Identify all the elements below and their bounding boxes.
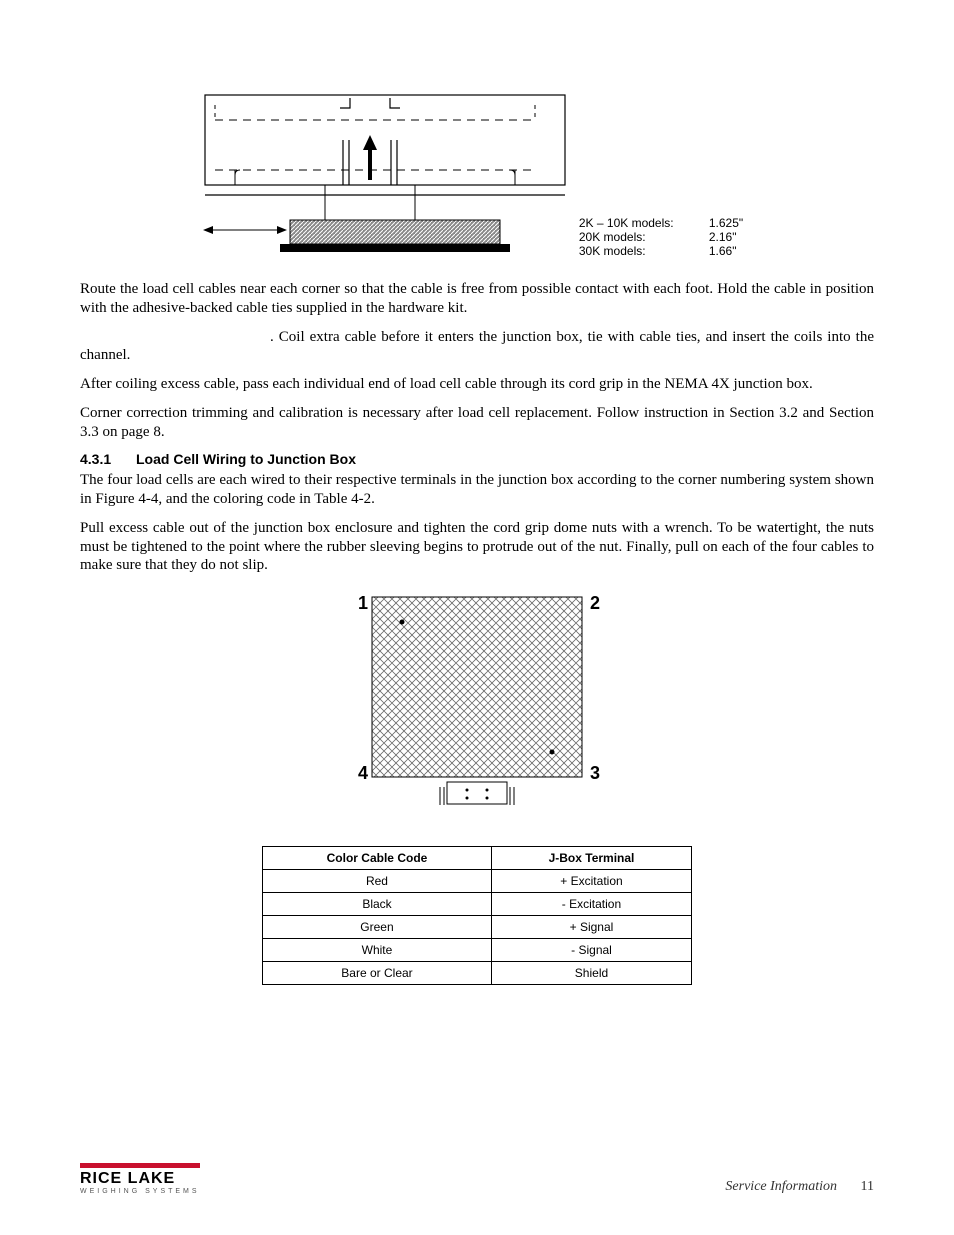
corner-4-label: 4: [358, 763, 368, 783]
corner-3-label: 3: [590, 763, 600, 783]
paragraph-coil-cable-text: . Coil extra cable before it enters the …: [80, 329, 874, 364]
paragraph-pull-excess: Pull excess cable out of the junction bo…: [80, 519, 874, 575]
paragraph-corner-correction: Corner correction trimming and calibrati…: [80, 404, 874, 442]
wiring-color-code-table: Color Cable Code J-Box Terminal Red+ Exc…: [262, 846, 692, 985]
section-name: Service Information: [725, 1179, 837, 1194]
table-row: White- Signal: [263, 939, 692, 962]
table-row: Green+ Signal: [263, 916, 692, 939]
heading-title: Load Cell Wiring to Junction Box: [136, 451, 356, 467]
model-label: 20K models:: [579, 230, 709, 244]
corner-2-label: 2: [590, 593, 600, 613]
paragraph-route-cables: Route the load cell cables near each cor…: [80, 280, 874, 318]
table-row: Black- Excitation: [263, 893, 692, 916]
model-label: 2K – 10K models:: [579, 216, 709, 230]
page-footer: RICE LAKE WEIGHING SYSTEMS Service Infor…: [80, 1163, 874, 1195]
table-header-color: Color Cable Code: [263, 847, 492, 870]
model-label: 30K models:: [579, 244, 709, 258]
model-value: 1.625": [709, 216, 759, 230]
corner-figure-svg: 1 2 3 4: [332, 587, 622, 817]
logo-sub-text: WEIGHING SYSTEMS: [80, 1188, 200, 1195]
heading-number: 4.3.1: [80, 451, 136, 467]
rice-lake-logo: RICE LAKE WEIGHING SYSTEMS: [80, 1163, 200, 1195]
load-cell-cross-section-figure: 2K – 10K models:1.625" 20K models:2.16" …: [80, 90, 874, 260]
page-number: 11: [861, 1179, 874, 1194]
model-value: 1.66": [709, 244, 759, 258]
logo-bar-icon: [80, 1163, 200, 1168]
paragraph-four-load-cells: The four load cells are each wired to th…: [80, 471, 874, 509]
page-reference: Service Information 11: [725, 1179, 874, 1195]
logo-main-text: RICE LAKE: [80, 1170, 200, 1188]
paragraph-coil-cable: . Coil extra cable before it enters the …: [80, 328, 874, 366]
model-dimensions-table: 2K – 10K models:1.625" 20K models:2.16" …: [579, 216, 759, 258]
table-header-terminal: J-Box Terminal: [491, 847, 691, 870]
corner-1-label: 1: [358, 593, 368, 613]
table-row: Red+ Excitation: [263, 870, 692, 893]
corner-numbering-figure: 1 2 3 4: [80, 587, 874, 822]
model-value: 2.16": [709, 230, 759, 244]
section-heading-431: 4.3.1Load Cell Wiring to Junction Box: [80, 451, 874, 467]
cross-section-svg: [195, 90, 575, 255]
table-row: Bare or ClearShield: [263, 962, 692, 985]
paragraph-after-coiling: After coiling excess cable, pass each in…: [80, 375, 874, 394]
